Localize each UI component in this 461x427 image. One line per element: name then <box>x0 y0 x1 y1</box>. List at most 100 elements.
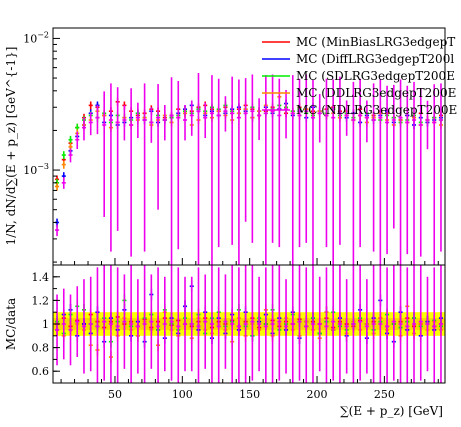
data-point <box>344 100 349 136</box>
ratio-point <box>135 279 140 374</box>
legend-label: MC (DDLRG3edgepT200E <box>296 86 456 100</box>
data-point <box>129 88 134 257</box>
data-point <box>270 74 275 243</box>
ratio-point <box>304 267 309 383</box>
ratio-point <box>95 267 100 383</box>
ratio-point <box>270 265 275 383</box>
x-tick-label: 100 <box>172 388 193 401</box>
data-point <box>108 83 113 252</box>
legend-label: MC (NDLRG3edgepT200E <box>296 103 457 117</box>
data-point <box>378 79 383 265</box>
ratio-point <box>122 274 127 369</box>
top-y-label: 1/N, dN/d∑(E + p_z) [GeV^{-1}] <box>4 47 18 246</box>
data-point <box>209 75 214 265</box>
data-point <box>257 98 262 141</box>
data-point <box>162 105 167 141</box>
ratio-point <box>257 276 262 372</box>
ratio-point <box>182 276 188 372</box>
data-point <box>55 182 60 191</box>
legend-label: MC (SDLRG3edgepT200E <box>296 69 455 83</box>
ratio-y-label: MC/data <box>4 298 18 350</box>
ratio-point <box>250 265 255 381</box>
ratio-point <box>88 276 93 372</box>
ratio-point <box>81 279 87 374</box>
ratio-point <box>75 286 80 358</box>
data-point <box>310 79 316 265</box>
ratio-point <box>236 267 241 383</box>
legend-entry: MC (MinBiasLRG3edgepT <box>262 35 455 49</box>
ratio-point <box>263 267 268 383</box>
data-point <box>230 76 235 245</box>
ratio-point <box>398 265 403 383</box>
band-inner <box>53 318 445 330</box>
ratio-point <box>290 265 295 383</box>
ratio-point <box>196 267 201 383</box>
data-point <box>122 105 127 141</box>
ratio-point <box>364 279 369 374</box>
y-tick-label: 10−3 <box>23 162 49 177</box>
legend-entry: MC (SDLRG3edgepT200E <box>262 69 455 83</box>
data-point <box>216 78 221 248</box>
x-tick-label: 50 <box>108 388 122 401</box>
data-point <box>304 74 309 243</box>
ratio-point <box>216 267 221 383</box>
data-point <box>81 117 87 141</box>
ratio-point <box>142 265 147 383</box>
ratio-point <box>438 265 443 383</box>
data-point <box>61 151 66 160</box>
ratio-point <box>297 265 302 381</box>
ratio-point <box>108 265 113 383</box>
data-point <box>156 84 161 210</box>
data-point <box>189 100 194 136</box>
ratio-point <box>284 279 289 374</box>
data-point <box>142 83 147 252</box>
data-point <box>284 89 289 139</box>
data-point <box>176 80 181 250</box>
data-point <box>331 79 336 265</box>
data-point <box>75 131 80 150</box>
data-point <box>391 84 396 229</box>
legend-entry: MC (DDLRG3edgepT200E <box>262 86 456 100</box>
ratio-y-tick-label: 1.2 <box>32 294 50 307</box>
data-point <box>236 79 241 265</box>
ratio-point <box>68 294 73 366</box>
data-point <box>223 96 228 132</box>
data-point <box>358 78 363 248</box>
legend-entry: MC (DiffLRG3edgepT200l <box>262 52 454 66</box>
ratio-point <box>129 265 134 383</box>
data-point <box>418 88 423 257</box>
data-point <box>102 91 107 217</box>
ratio-point <box>385 267 390 383</box>
data-point <box>196 73 201 265</box>
ratio-point <box>432 267 437 383</box>
ratio-panel-series <box>55 265 443 383</box>
x-tick-label: 200 <box>307 388 328 401</box>
ratio-point <box>317 276 322 372</box>
ratio-point <box>378 265 383 383</box>
ratio-y-tick-label: 1 <box>42 318 49 331</box>
x-axis-label: ∑(E + p_z) [GeV] <box>340 404 443 418</box>
data-point <box>88 101 93 110</box>
ratio-point <box>169 265 174 381</box>
data-point <box>364 100 369 143</box>
ratio-point <box>189 276 194 372</box>
series-5-ratio-points <box>55 265 443 383</box>
x-tick-label: 250 <box>374 388 395 401</box>
data-point <box>68 148 73 163</box>
data-point <box>351 81 356 265</box>
ratio-point <box>425 276 430 372</box>
y-tick-label: 10−2 <box>23 30 49 45</box>
data-point <box>135 102 140 139</box>
data-point <box>317 94 322 143</box>
legend-label: MC (MinBiasLRG3edgepT <box>296 35 455 49</box>
ratio-point <box>344 279 349 374</box>
ratio-point <box>162 276 167 372</box>
data-point <box>405 85 410 255</box>
ratio-y-tick-label: 1.4 <box>32 271 50 284</box>
ratio-point <box>337 265 342 383</box>
ratio-y-tick-label: 0.8 <box>32 342 50 355</box>
data-point <box>68 135 73 144</box>
ratio-point <box>61 288 66 360</box>
ratio-point <box>331 265 336 381</box>
data-point <box>55 224 60 237</box>
